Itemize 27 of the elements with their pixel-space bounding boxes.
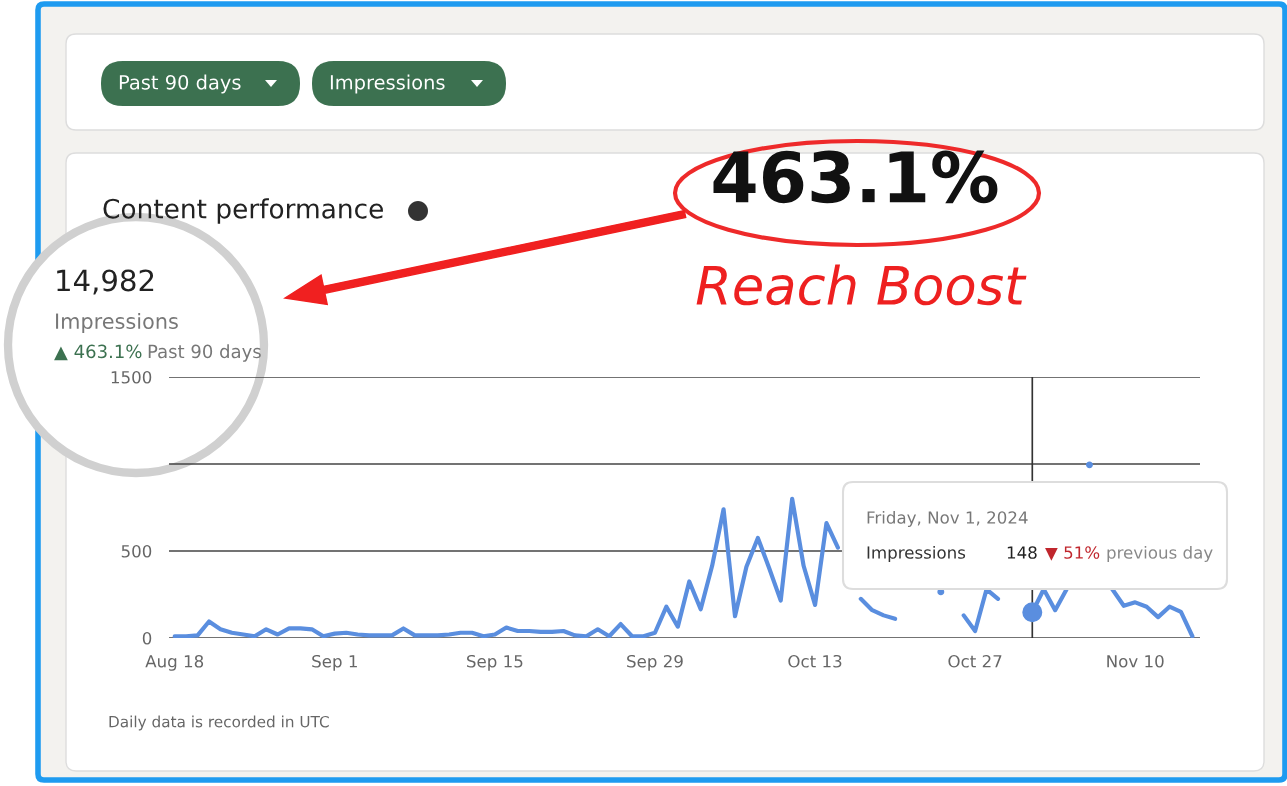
annotation: previous day [1107, 545, 1213, 563]
x-tick-label: Sep 29 [627, 654, 683, 671]
x-tick-label: Aug 18 [145, 654, 204, 671]
text: ▲ 463.1% [54, 344, 142, 361]
x-tick-label: Oct 13 [788, 654, 842, 668]
x-tick-label: Sep 15 [467, 654, 523, 671]
point [1085, 461, 1093, 469]
text: Reach Boost [696, 264, 1027, 306]
annotation: Friday, Nov 1, 2024 [867, 510, 1028, 528]
annotation: 148 [1007, 546, 1037, 559]
annotation: ▼ 51% [1045, 546, 1100, 561]
text: Daily data is recorded in UTC [109, 715, 329, 731]
text: Impressions [330, 74, 445, 94]
y-tick-label: 1500 [111, 370, 152, 384]
x-tick-label: Sep 1 [312, 654, 357, 671]
x-tick-label: Oct 27 [948, 654, 1002, 668]
point [1022, 602, 1043, 623]
chart-title: Content performance [103, 198, 383, 224]
y-tick-label: 500 [121, 544, 152, 558]
text: 14,982 [57, 269, 154, 295]
text: Impressions [56, 312, 178, 334]
text: Past 90 days [119, 74, 241, 94]
text: Past 90 days [148, 344, 261, 362]
x-tick-label: Nov 10 [1107, 654, 1164, 668]
annotation: Impressions [867, 545, 966, 563]
text: 463.1% [713, 150, 998, 204]
y-tick-label: 0 [142, 631, 152, 645]
